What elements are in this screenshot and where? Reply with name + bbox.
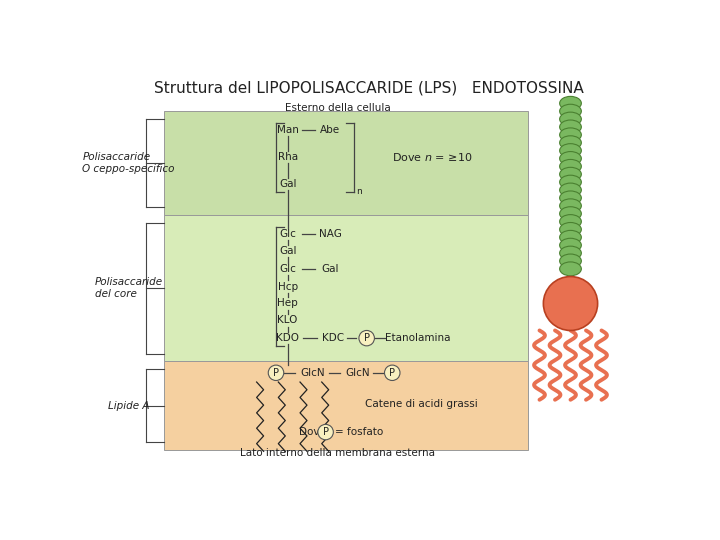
Text: Dove $n$ = ≥10: Dove $n$ = ≥10: [392, 151, 473, 163]
Bar: [163, 361, 528, 450]
Ellipse shape: [559, 231, 581, 244]
Text: Struttura del LIPOPOLISACCARIDE (LPS)   ENDOTOSSINA: Struttura del LIPOPOLISACCARIDE (LPS) EN…: [154, 80, 584, 95]
Text: Lato interno della membrana esterna: Lato interno della membrana esterna: [240, 448, 436, 457]
Text: Esterno della cellula: Esterno della cellula: [285, 103, 391, 113]
Text: P: P: [390, 368, 395, 378]
Ellipse shape: [559, 262, 581, 276]
Circle shape: [544, 276, 598, 330]
Text: Hcp: Hcp: [278, 281, 297, 292]
Ellipse shape: [559, 152, 581, 165]
Text: NAG: NAG: [319, 229, 342, 239]
Ellipse shape: [559, 104, 581, 118]
Text: Etanolamina: Etanolamina: [385, 333, 451, 343]
Ellipse shape: [559, 238, 581, 252]
Bar: [163, 111, 528, 215]
Ellipse shape: [559, 167, 581, 181]
Text: Rha: Rha: [278, 152, 297, 162]
Text: P: P: [273, 368, 279, 378]
Text: GlcN: GlcN: [300, 368, 325, 378]
Text: Man: Man: [276, 125, 299, 135]
Ellipse shape: [559, 207, 581, 221]
Text: Gal: Gal: [279, 179, 297, 189]
Text: Glc: Glc: [279, 264, 296, 274]
Ellipse shape: [559, 191, 581, 205]
Ellipse shape: [559, 128, 581, 142]
Text: Gal: Gal: [322, 264, 339, 274]
Ellipse shape: [559, 199, 581, 213]
Bar: [163, 215, 528, 361]
Ellipse shape: [559, 159, 581, 173]
Ellipse shape: [559, 96, 581, 110]
Text: P: P: [323, 427, 328, 437]
Ellipse shape: [559, 222, 581, 237]
Text: KLO: KLO: [277, 315, 298, 326]
Ellipse shape: [559, 136, 581, 150]
Text: Polisaccaride
del core: Polisaccaride del core: [95, 278, 163, 299]
Text: KDC: KDC: [322, 333, 343, 343]
Text: = fosfato: = fosfato: [335, 427, 383, 437]
Circle shape: [359, 330, 374, 346]
Text: Hep: Hep: [277, 299, 298, 308]
Text: KDO: KDO: [276, 333, 299, 343]
Circle shape: [269, 365, 284, 381]
Ellipse shape: [559, 246, 581, 260]
Ellipse shape: [559, 254, 581, 268]
Ellipse shape: [559, 183, 581, 197]
Circle shape: [384, 365, 400, 381]
Ellipse shape: [559, 175, 581, 189]
Ellipse shape: [559, 214, 581, 228]
Ellipse shape: [559, 112, 581, 126]
Text: Abe: Abe: [320, 125, 341, 135]
Text: GlcN: GlcN: [345, 368, 369, 378]
Circle shape: [318, 424, 333, 440]
Text: P: P: [364, 333, 369, 343]
Ellipse shape: [559, 144, 581, 158]
Text: n: n: [356, 187, 362, 197]
Text: Gal: Gal: [279, 246, 297, 256]
Text: Polisaccaride
O ceppo-specifico: Polisaccaride O ceppo-specifico: [83, 152, 175, 174]
Text: Lipide A: Lipide A: [108, 401, 150, 410]
Text: Glc: Glc: [279, 229, 296, 239]
Text: Dove: Dove: [300, 427, 326, 437]
Text: Catene di acidi grassi: Catene di acidi grassi: [365, 399, 478, 409]
Ellipse shape: [559, 120, 581, 134]
